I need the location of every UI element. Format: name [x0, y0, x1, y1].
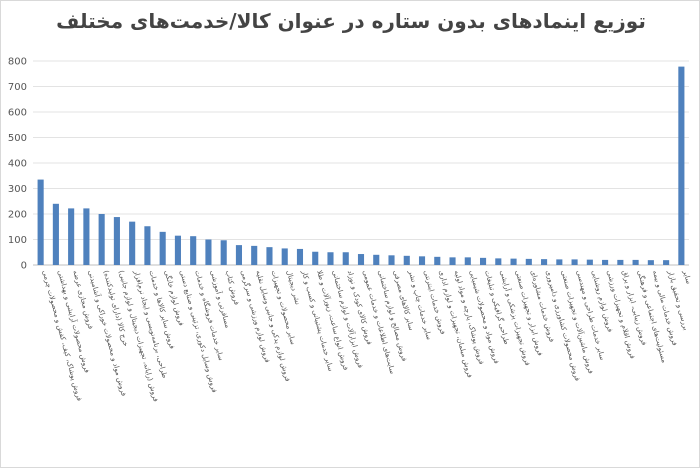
- bar: [495, 258, 502, 265]
- bar: [678, 66, 685, 265]
- category-label: سایر: [681, 268, 693, 285]
- bar: [556, 259, 563, 265]
- y-tick-label: 200: [8, 210, 27, 221]
- y-tick-label: 0: [21, 261, 27, 272]
- bar: [37, 179, 44, 265]
- y-tick-label: 600: [8, 108, 27, 119]
- chart-title: توزیع اینمادهای بدون ستاره در عنوان کالا…: [56, 9, 646, 33]
- y-tick-label: 400: [8, 159, 27, 170]
- bar: [159, 231, 166, 265]
- bar: [449, 257, 456, 265]
- bar: [312, 251, 319, 265]
- bar: [205, 239, 212, 265]
- bar: [586, 259, 593, 265]
- bar: [541, 259, 548, 265]
- bar: [632, 259, 639, 265]
- category-label: فروش کتاب: [224, 269, 241, 305]
- bar: [663, 260, 670, 265]
- bar: [83, 208, 90, 265]
- y-tick-label: 300: [8, 184, 27, 195]
- bar: [52, 203, 59, 265]
- bar: [266, 247, 273, 265]
- y-tick-label: 500: [8, 133, 27, 144]
- bar: [190, 236, 197, 265]
- bar: [113, 217, 120, 265]
- bar: [373, 254, 380, 265]
- bar: [464, 257, 471, 265]
- y-tick-label: 100: [8, 235, 27, 246]
- bar: [144, 226, 151, 265]
- y-tick-label: 700: [8, 82, 27, 93]
- bar: [571, 259, 578, 265]
- bar: [602, 259, 609, 265]
- bar: [617, 259, 624, 265]
- bar: [647, 260, 654, 265]
- bar: [479, 257, 487, 265]
- bar: [418, 256, 426, 265]
- bar: [68, 208, 75, 265]
- bar: [281, 248, 288, 265]
- bar: [342, 252, 349, 265]
- bar: [357, 254, 365, 265]
- bar: [98, 214, 105, 265]
- bar: [403, 255, 410, 265]
- bar: [174, 235, 181, 265]
- bar: [510, 258, 517, 265]
- bar: [327, 252, 334, 265]
- bar: [220, 240, 227, 265]
- bar: [235, 245, 243, 265]
- bar: [525, 258, 532, 265]
- bar: [434, 256, 441, 265]
- bar: [251, 245, 258, 265]
- category-label: نشر دیجیتال: [285, 269, 302, 305]
- bar: [388, 255, 395, 265]
- bar: [129, 221, 136, 265]
- bar: [296, 248, 304, 265]
- y-tick-label: 800: [8, 57, 27, 68]
